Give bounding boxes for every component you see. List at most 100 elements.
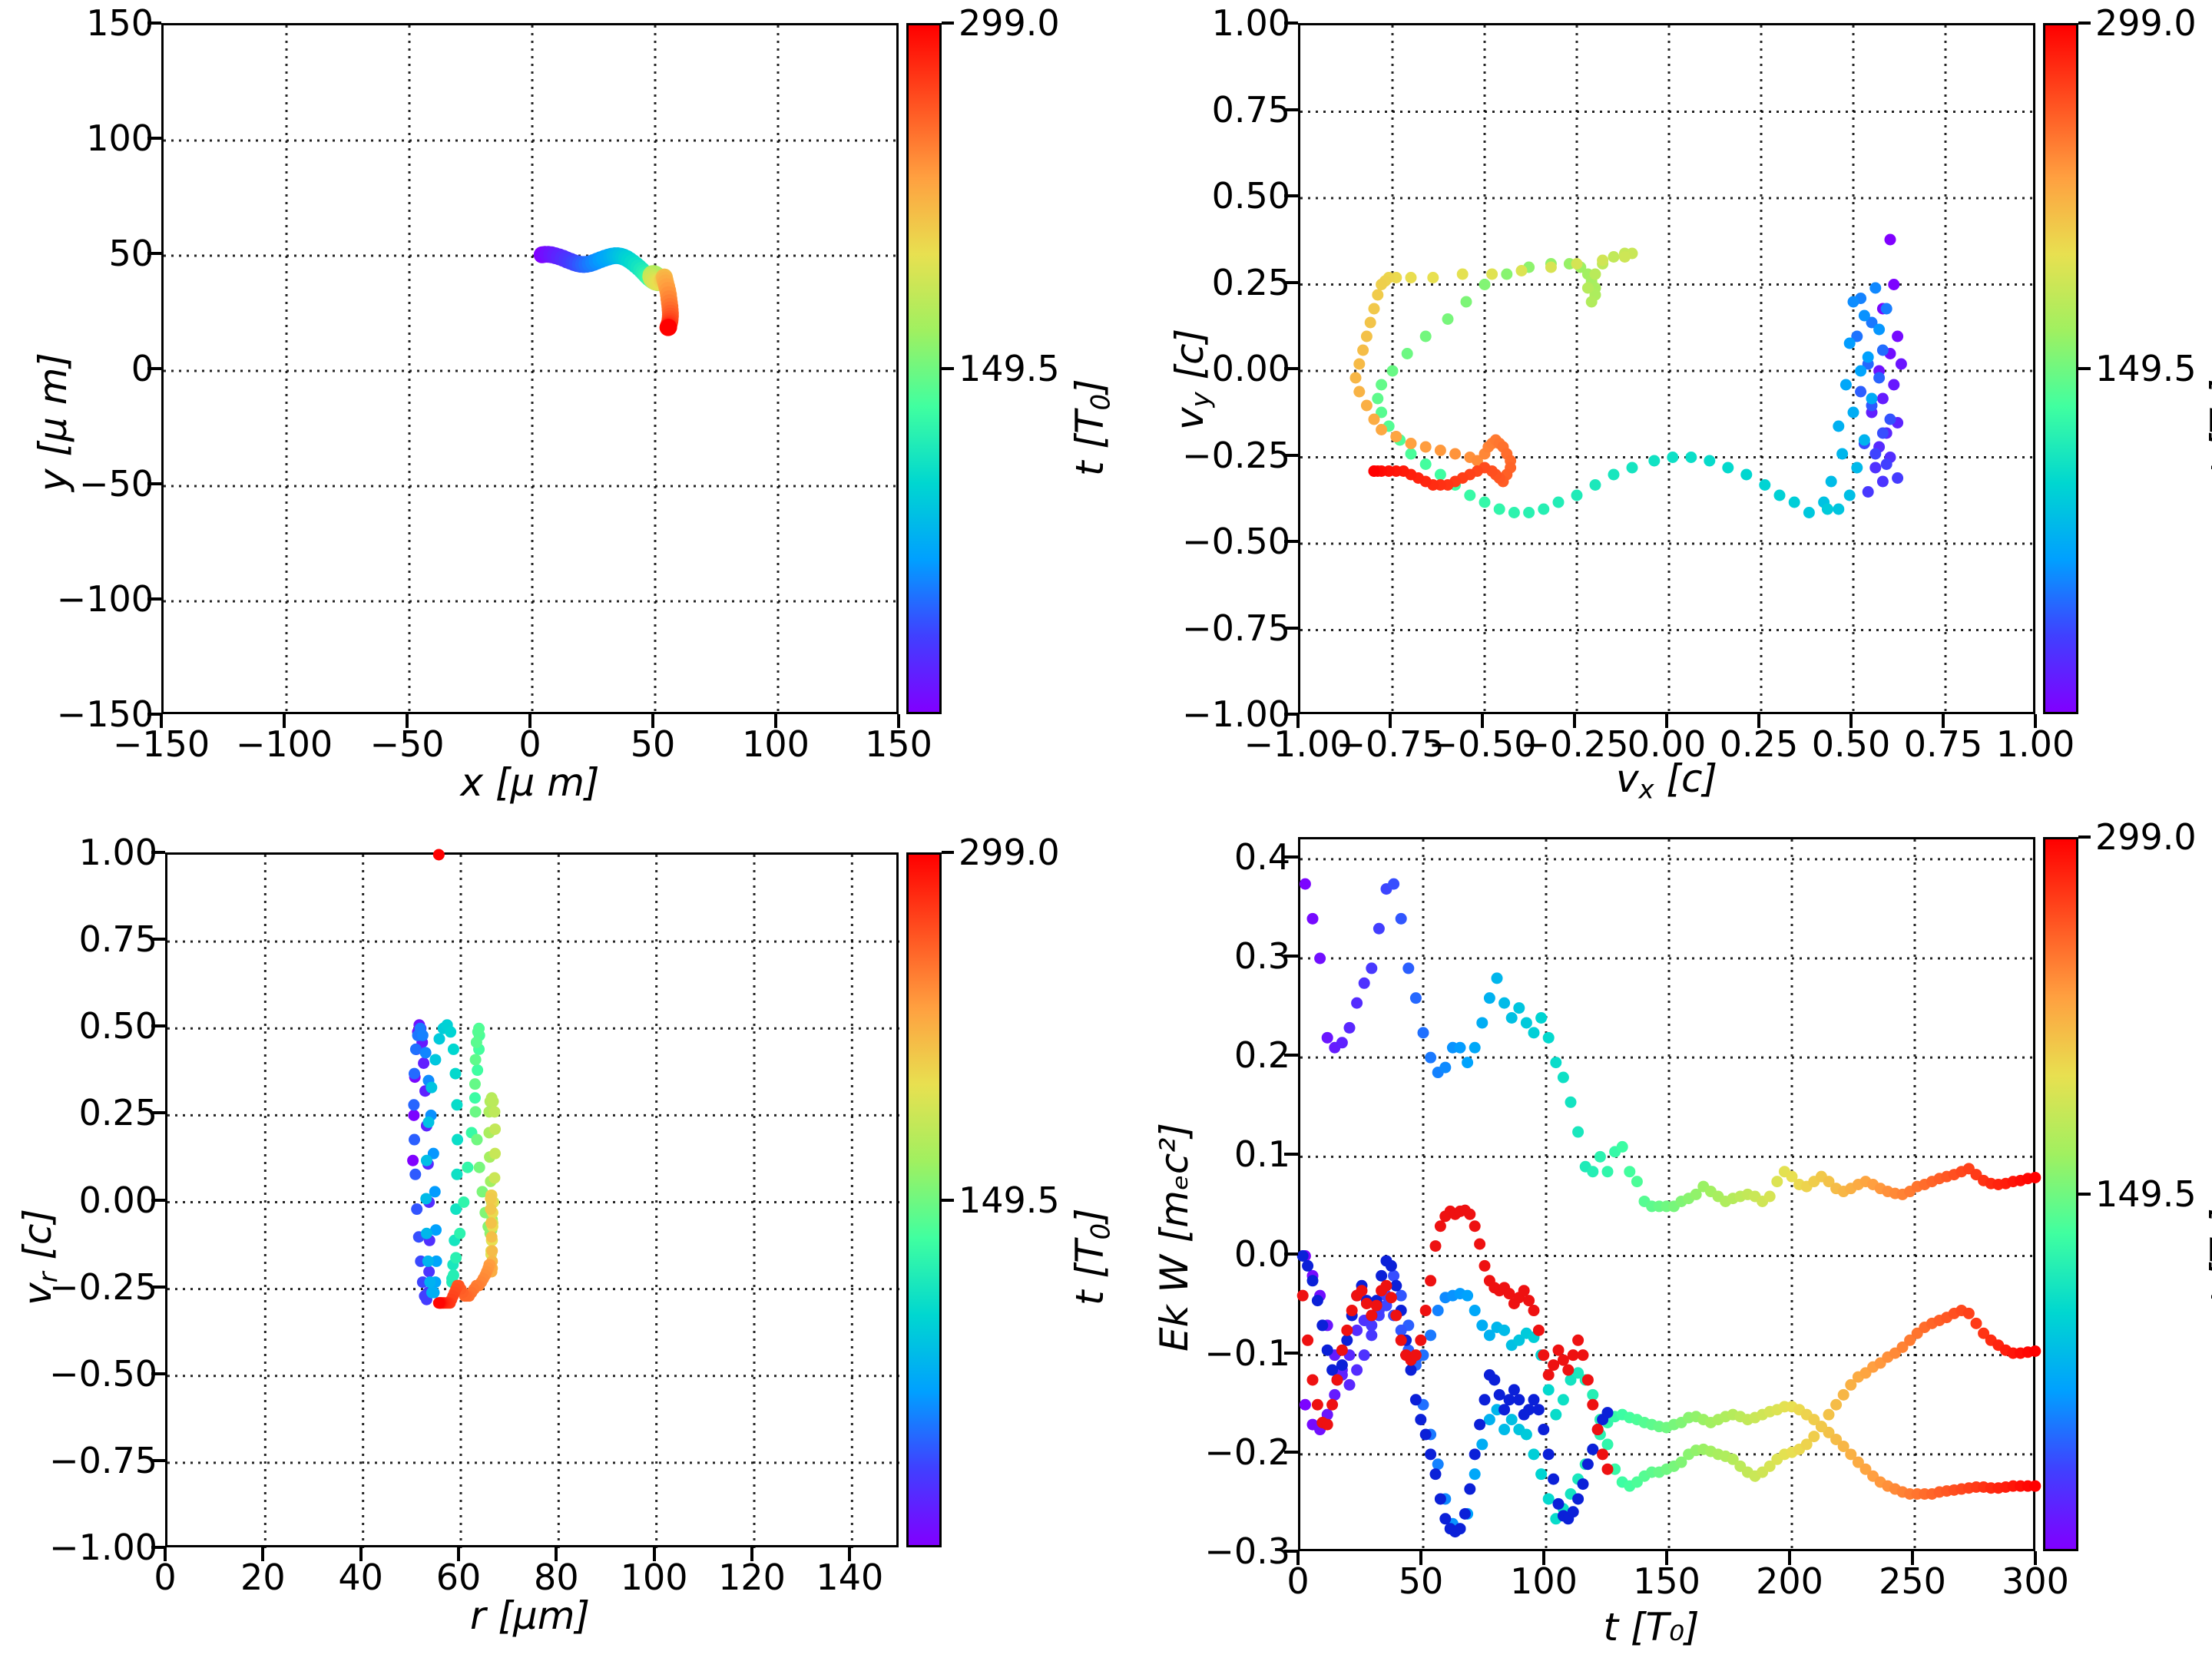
data-point [1515, 265, 1528, 276]
panel-energy-work-ytickmark-3 [1284, 1252, 1298, 1256]
panel-velocity-space-colorbar-tickmark-1 [2078, 367, 2091, 370]
data-point [1523, 507, 1535, 518]
panel-energy-work-ytick-0: −0.3 [1204, 1530, 1290, 1572]
data-point [1601, 1463, 1614, 1475]
data-point [1648, 455, 1661, 467]
data-point [476, 1186, 488, 1198]
data-point [1390, 1279, 1402, 1292]
data-point [1876, 392, 1889, 405]
data-point [1597, 254, 1609, 266]
data-point [1351, 1364, 1363, 1376]
data-point [1866, 392, 1878, 405]
panel-velocity-space-ytickmark-0 [1284, 713, 1298, 716]
panel-trajectory-ytickmark-1 [147, 597, 161, 601]
data-point [1386, 365, 1399, 377]
panel-radial-ytick-6: 0.50 [78, 1005, 157, 1047]
data-point [424, 1276, 436, 1289]
panel-velocity-space-ytickmark-7 [1284, 108, 1298, 111]
data-point [422, 1116, 435, 1128]
data-point [1852, 1456, 1864, 1468]
data-point [1727, 1453, 1739, 1465]
data-point [1341, 1334, 1353, 1346]
panel-radial-xtickmark-7 [848, 1547, 852, 1561]
panel-trajectory-xtick-6: 150 [865, 723, 932, 765]
data-point [1360, 1298, 1373, 1309]
data-point [1532, 1324, 1545, 1336]
data-point [1395, 912, 1407, 925]
panel-trajectory-series-group [533, 246, 679, 336]
data-point [1535, 1012, 1548, 1024]
panel-trajectory-ytickmark-4 [147, 252, 161, 255]
panel-velocity-space-xtick-2: −0.50 [1428, 723, 1537, 765]
data-point [409, 1168, 422, 1180]
data-point [1349, 372, 1362, 384]
panel-velocity-space-ytick-6: 0.50 [1211, 175, 1290, 217]
data-point [1376, 279, 1388, 290]
panel-trajectory-ytick-0: −150 [56, 693, 154, 735]
panel-velocity-space-xtickmark-5 [1757, 714, 1760, 728]
panel-radial-ytickmark-6 [151, 1024, 165, 1028]
data-point [1618, 251, 1631, 263]
data-point [1388, 878, 1400, 890]
data-point [1306, 912, 1319, 925]
panel-trajectory-colorbar-tick-0: 299.0 [959, 2, 1060, 44]
data-point [422, 1255, 434, 1267]
data-point [1462, 1057, 1474, 1069]
data-point [1460, 296, 1472, 308]
data-point [1557, 1354, 1569, 1366]
panel-energy-work-ytickmark-5 [1284, 1054, 1298, 1057]
panel-radial-xtickmark-5 [652, 1547, 656, 1561]
panel-trajectory-xtick-4: 50 [630, 723, 676, 765]
panel-radial-ytick-1: −0.75 [49, 1439, 157, 1481]
data-point [1491, 972, 1503, 984]
data-point [1892, 330, 1904, 342]
panel-energy-work-xtickmark-6 [2034, 1551, 2037, 1565]
data-point [1581, 282, 1594, 294]
panel-energy-work-xtickmark-4 [1788, 1551, 1791, 1565]
data-point [1823, 1176, 1835, 1188]
data-point [1501, 268, 1513, 280]
data-point [409, 1133, 421, 1146]
data-point [1815, 1421, 1827, 1433]
data-point [1858, 309, 1870, 322]
data-point [1434, 445, 1446, 456]
data-point [1366, 1309, 1378, 1322]
panel-energy-work-xtick-3: 150 [1633, 1560, 1700, 1602]
data-point [1464, 1483, 1476, 1495]
data-point [485, 1231, 498, 1243]
panel-radial-axes [165, 849, 901, 1550]
data-point [1532, 1404, 1545, 1416]
panel-trajectory-ylabel: y [μ m] [31, 352, 75, 491]
data-point [1419, 330, 1432, 342]
data-point [426, 1081, 438, 1094]
series-work-positive-branch [1299, 1250, 2041, 1535]
panel-velocity-space-xtick-8: 1.00 [1995, 723, 2075, 765]
data-point [1855, 365, 1867, 377]
panel-radial-xtickmark-3 [457, 1547, 460, 1561]
panel-energy-work-xlabel: t [T₀] [1603, 1605, 1700, 1649]
panel-velocity-space-ytickmark-2 [1284, 540, 1298, 543]
panel-radial-ytick-5: 0.25 [78, 1092, 157, 1134]
data-point [1409, 1394, 1422, 1406]
data-point [445, 1026, 457, 1038]
data-point [1360, 330, 1373, 342]
data-point [1439, 1061, 1452, 1074]
panel-trajectory-ytickmark-0 [147, 713, 161, 716]
data-point [1597, 1448, 1609, 1461]
data-point [1608, 468, 1620, 481]
data-point [1675, 1456, 1687, 1468]
panel-velocity-space-ytick-4: 0.00 [1211, 348, 1290, 389]
data-point [1493, 503, 1505, 515]
panel-trajectory-colorbar-tickmark-1 [942, 367, 954, 370]
data-point [1353, 358, 1366, 370]
panel-velocity-space-ytick-5: 0.25 [1211, 261, 1290, 303]
data-point [1505, 1012, 1518, 1024]
panel-trajectory-xtickmark-6 [897, 714, 900, 728]
data-point [2029, 1345, 2041, 1357]
data-point [420, 1193, 432, 1205]
data-point [1508, 507, 1520, 518]
data-point [452, 1133, 464, 1146]
panel-radial-xtick-2: 40 [338, 1557, 383, 1598]
panel-radial-xtick-4: 80 [534, 1557, 579, 1598]
data-point [660, 319, 677, 336]
